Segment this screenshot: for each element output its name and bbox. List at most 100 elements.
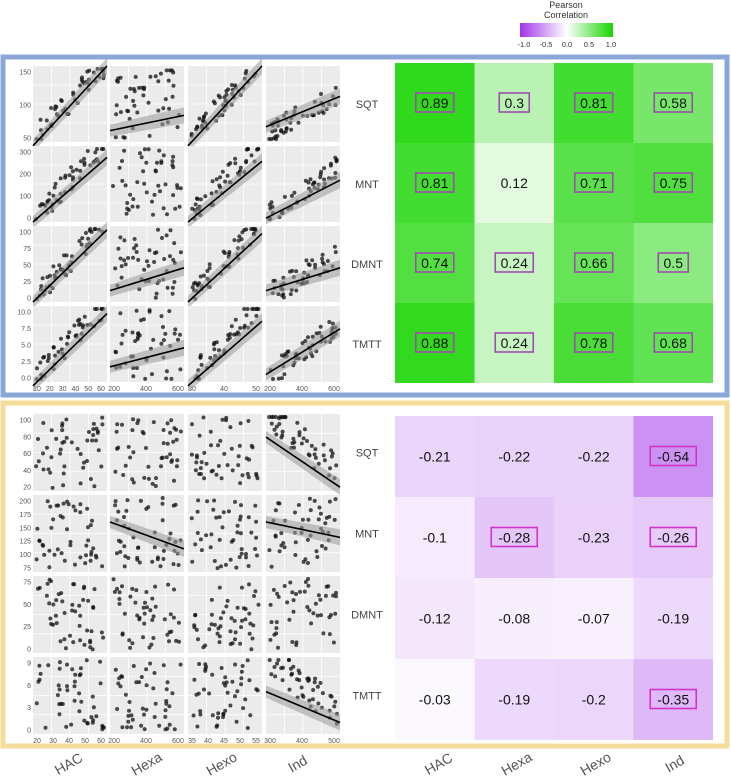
y-tick-label: 100	[19, 103, 31, 110]
scatter-point	[203, 111, 208, 116]
scatter-point	[216, 711, 221, 716]
scatter-point	[170, 291, 175, 296]
scatter-point	[220, 417, 225, 422]
scatter-point	[215, 631, 220, 636]
scatter-point	[333, 497, 338, 502]
scatter-point	[307, 496, 312, 501]
scatter-point	[234, 719, 239, 724]
significance-box	[649, 445, 698, 467]
scatter-point	[120, 178, 125, 183]
scatter-point	[155, 555, 160, 560]
scatter-point	[288, 292, 293, 297]
x-tick-label: 40	[65, 738, 73, 745]
scatter-point	[144, 683, 149, 688]
scatter-point	[95, 147, 99, 151]
heatmap-cell	[633, 578, 713, 659]
scatter-point	[138, 151, 142, 156]
scatter-point	[91, 605, 96, 609]
scatter-point	[142, 727, 147, 732]
scatter-point	[140, 430, 145, 434]
scatter-point	[153, 604, 158, 609]
scatter-point	[111, 577, 116, 582]
scatter-point	[117, 165, 122, 170]
scatter-point	[178, 662, 183, 667]
scatter-point	[241, 606, 246, 611]
scatter-point	[58, 639, 63, 644]
y-tick-label: 5.0	[21, 343, 31, 350]
scatter-point	[141, 635, 145, 640]
scatter-point	[165, 421, 170, 426]
scatter-point	[267, 137, 272, 141]
scatter-point	[197, 433, 202, 438]
scatter-point	[122, 544, 127, 549]
scatter-point	[308, 177, 313, 182]
scatter-point	[113, 503, 118, 508]
scatter-point	[229, 539, 234, 544]
scatter-point	[132, 237, 137, 241]
scatter-point	[290, 441, 295, 446]
scatter-point	[69, 722, 74, 727]
x-tick-label: 600	[172, 386, 184, 393]
scatter-point	[238, 641, 243, 646]
scatter-point	[273, 508, 278, 513]
heatmap-value-label: 0.89	[421, 95, 448, 111]
scatter-point	[82, 162, 87, 167]
scatter-point	[334, 463, 339, 468]
y-tick-label: 25	[23, 279, 31, 286]
scatter-point	[245, 726, 250, 730]
heatmap-cell	[633, 497, 713, 578]
scatter-point	[46, 467, 51, 472]
scatter-point	[198, 355, 203, 359]
scatter-point	[280, 415, 285, 420]
heatmap-value-label: -0.07	[578, 611, 610, 627]
scatter-point	[243, 697, 248, 702]
scatter-point	[199, 362, 204, 367]
scatter-point	[57, 263, 62, 268]
scatter-point	[209, 622, 214, 627]
scatter-point	[142, 267, 147, 272]
scatter-point	[115, 586, 119, 591]
scatter-point	[47, 191, 52, 196]
y-tick-label: 100	[19, 418, 31, 425]
scatter-point	[222, 95, 227, 100]
scatter-point	[219, 666, 224, 670]
scatter-point	[130, 330, 135, 335]
scatter-point	[219, 564, 223, 569]
scatter-point	[118, 311, 123, 316]
heatmap-cell	[554, 497, 634, 578]
scatter-point	[198, 197, 203, 202]
y-tick-label: 7.5	[21, 326, 31, 333]
scatter-point	[251, 227, 256, 231]
scatter-point	[233, 156, 238, 161]
scatter-point	[113, 266, 118, 271]
y-tick-label: 40	[23, 468, 31, 475]
scatter-point	[90, 694, 95, 699]
scatter-point	[122, 238, 127, 243]
scatter-point	[242, 307, 247, 311]
scatter-point	[164, 369, 169, 374]
scatter-point	[217, 537, 222, 542]
scatter-point	[163, 708, 168, 713]
scatter-point	[57, 666, 62, 671]
scatter-point	[150, 199, 154, 204]
scatter-point	[214, 177, 219, 182]
scatter-point	[46, 663, 51, 668]
scatter-point	[254, 687, 259, 692]
y-tick-label: 0	[27, 647, 31, 654]
scatter-point	[51, 264, 56, 269]
scatter-point	[216, 626, 221, 631]
scatter-point	[45, 445, 49, 450]
scatter-point	[214, 340, 219, 345]
scatter-point	[300, 341, 305, 346]
scatter-point	[197, 472, 202, 476]
scatter-point	[113, 667, 118, 672]
scatter-point	[117, 676, 122, 681]
scatter-point	[92, 587, 97, 592]
scatter-point	[318, 175, 323, 180]
y-tick-label: 50	[23, 263, 31, 270]
scatter-point	[130, 477, 135, 482]
scatter-point	[280, 293, 285, 298]
scatter-point	[168, 531, 173, 536]
fit-line	[187, 233, 263, 303]
